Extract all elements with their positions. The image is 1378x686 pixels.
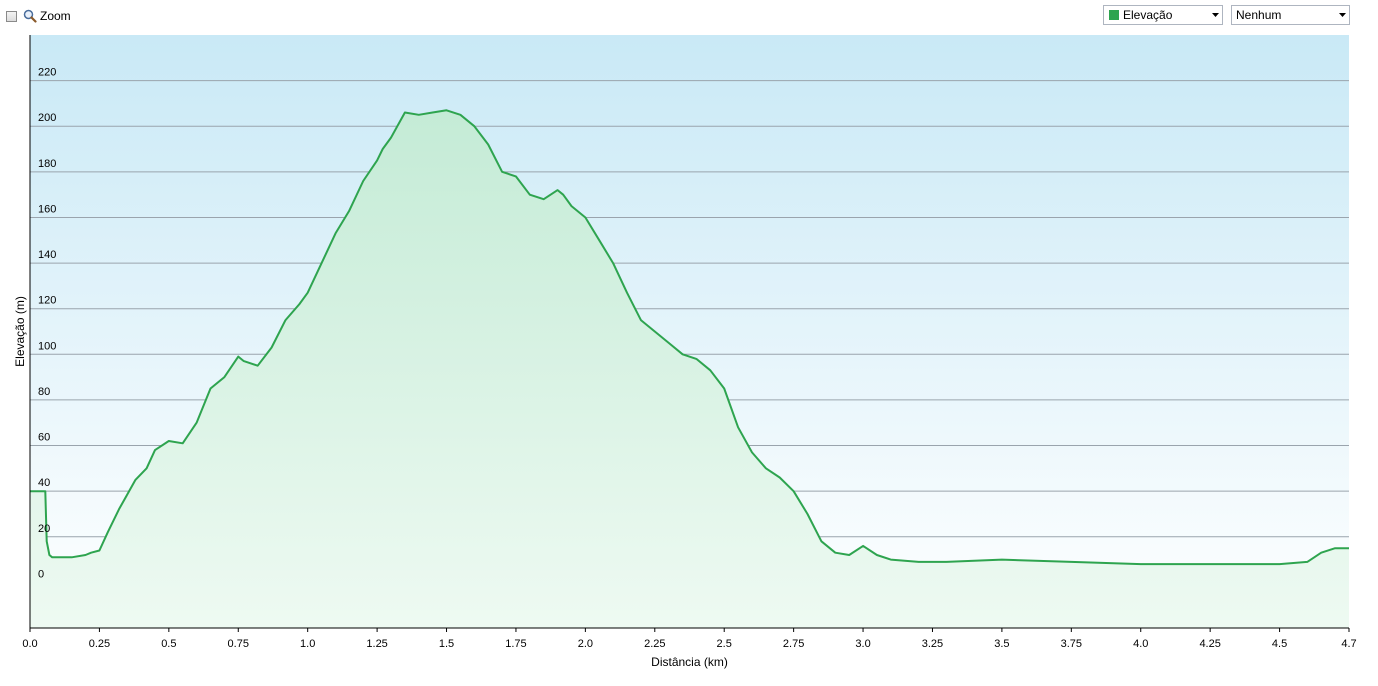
y-tick-label: 80	[38, 386, 50, 398]
y-axis-ticks: 0 20 40 60 80 100 120 140 160 180 200 220	[38, 67, 56, 581]
x-tick-label: 2.5	[717, 638, 732, 650]
x-tick-label: 2.75	[783, 638, 804, 650]
zoom-label: Zoom	[40, 9, 71, 23]
elevation-line	[30, 109, 1349, 566]
x-tick-label: 0.75	[228, 638, 249, 650]
y-tick-label: 40	[38, 477, 50, 489]
x-axis-title: Distância (km)	[651, 655, 728, 669]
x-tick-label: 1.5	[439, 638, 454, 650]
x-tick-label: 4.0	[1133, 638, 1148, 650]
y-tick-label: 60	[38, 432, 50, 444]
x-tick-label: 0.25	[89, 638, 110, 650]
x-tick-label: 0.0	[22, 638, 37, 650]
x-tick-label: 1.75	[505, 638, 526, 650]
y-tick-label: 100	[38, 340, 56, 352]
x-tick-label: 4.7	[1341, 638, 1356, 650]
elevation-metric-value: Elevação	[1123, 8, 1173, 22]
zoom-control[interactable]: Zoom	[6, 7, 71, 25]
y-tick-label: 0	[38, 568, 44, 580]
chevron-down-icon[interactable]	[1335, 13, 1349, 17]
y-tick-label: 200	[38, 112, 56, 124]
elevation-area	[30, 110, 1349, 629]
y-axis-title: Elevação (m)	[13, 296, 27, 367]
x-tick-label: 0.5	[161, 638, 176, 650]
x-tick-label: 2.25	[644, 638, 665, 650]
y-tick-label: 220	[38, 67, 56, 79]
x-tick-label: 1.0	[300, 638, 315, 650]
y-tick-label: 160	[38, 203, 56, 215]
x-tick-label: 4.5	[1272, 638, 1287, 650]
secondary-metric-select[interactable]: Nenhum	[1231, 5, 1350, 25]
elevation-metric-select[interactable]: Elevação	[1103, 5, 1223, 25]
y-tick-label: 120	[38, 295, 56, 307]
x-tick-label: 3.75	[1061, 638, 1082, 650]
axes	[29, 35, 1349, 629]
x-tick-label: 3.0	[855, 638, 870, 650]
x-tick-label: 3.25	[922, 638, 943, 650]
zoom-checkbox[interactable]	[6, 10, 17, 22]
x-tick-label: 4.25	[1199, 638, 1220, 650]
y-tick-label: 180	[38, 158, 56, 170]
y-tick-label: 20	[38, 523, 50, 535]
elevation-color-swatch	[1109, 10, 1119, 20]
x-tick-label: 3.5	[994, 638, 1009, 650]
x-tick-label: 1.25	[366, 638, 387, 650]
y-tick-label: 140	[38, 249, 56, 261]
x-axis-ticks: 0.0 0.25 0.5 0.75 1.0 1.25 1.5 1.75 2.0 2.25 2.5 2.…	[22, 628, 1357, 650]
x-tick-label: 2.0	[578, 638, 593, 650]
chevron-down-icon[interactable]	[1208, 13, 1222, 17]
secondary-metric-value: Nenhum	[1236, 8, 1282, 22]
magnifier-icon	[23, 9, 37, 23]
